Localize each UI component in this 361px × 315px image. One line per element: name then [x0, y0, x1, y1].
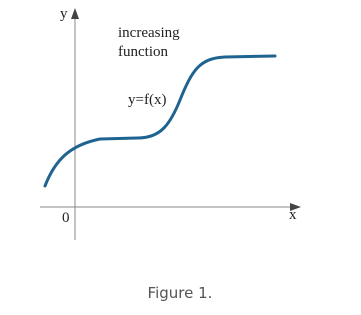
x-arrow: [290, 203, 301, 211]
function-curve: [43, 54, 277, 188]
note-line: function: [118, 44, 168, 60]
note-line: increasing: [118, 25, 180, 41]
y-axis-label: y: [60, 6, 68, 22]
x-axis-label: x: [289, 207, 297, 223]
y-arrow: [71, 8, 79, 19]
origin-label: 0: [62, 210, 70, 226]
curve-label: y=f(x): [128, 92, 166, 108]
caption: Figure 1.: [148, 284, 213, 302]
